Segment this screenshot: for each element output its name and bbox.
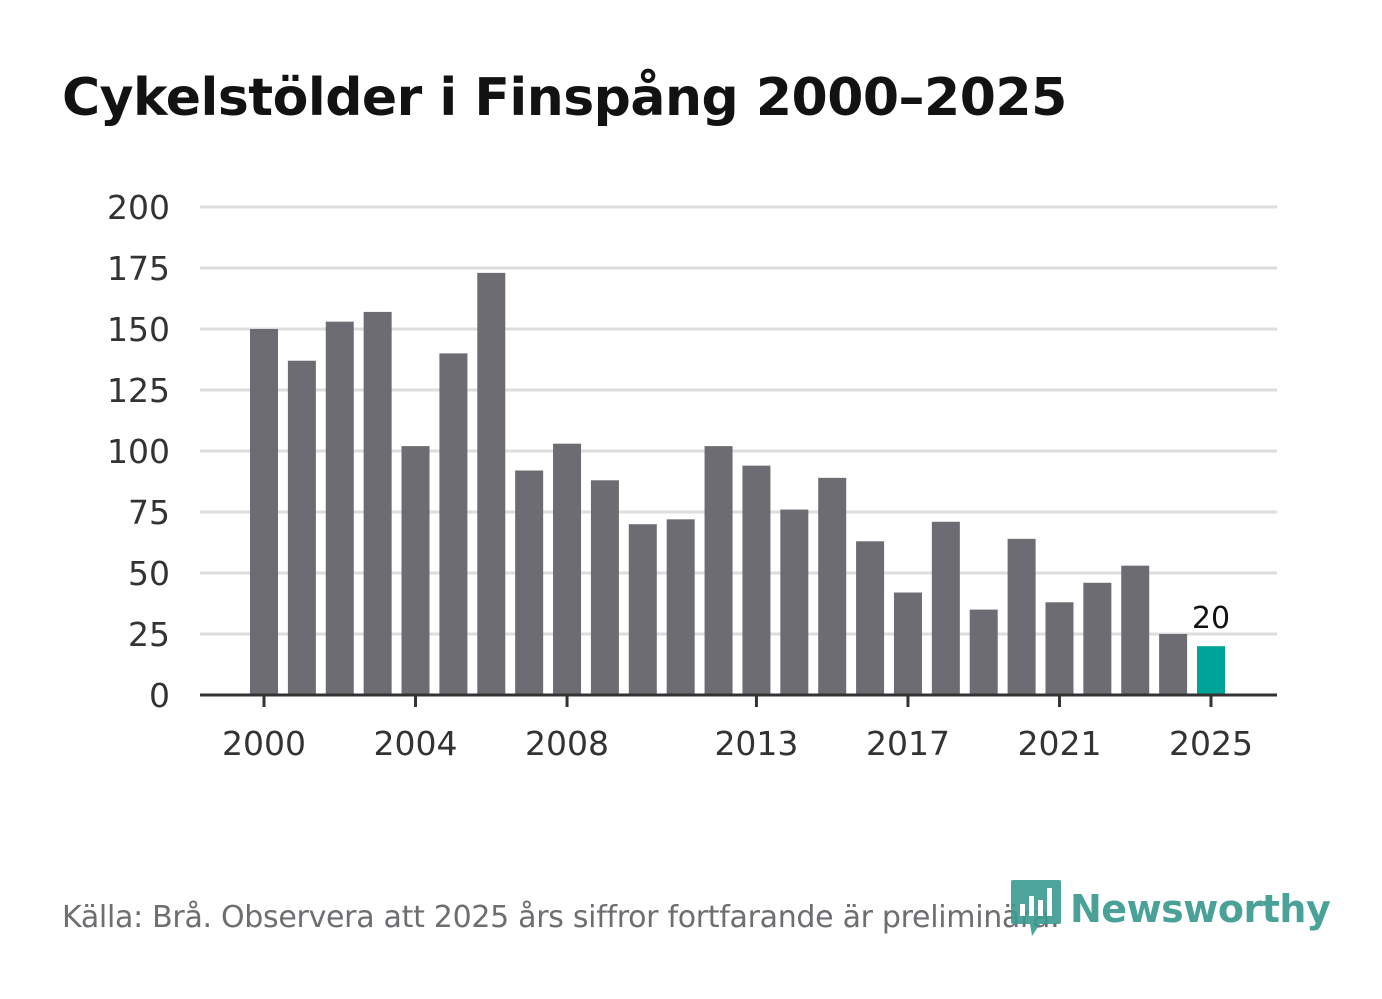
bar-2021 [1045, 602, 1074, 695]
x-tick-label: 2025 [1169, 724, 1253, 763]
bar-2017 [893, 592, 922, 695]
y-tick-label: 100 [107, 432, 170, 471]
bar-2012 [704, 446, 733, 695]
bar-2006 [477, 272, 506, 695]
y-tick-label: 125 [107, 371, 170, 410]
x-tick-label: 2013 [714, 724, 798, 763]
bar-2002 [325, 321, 354, 695]
y-tick-label: 75 [128, 493, 170, 532]
bar-2000 [250, 329, 278, 695]
bar-2019 [969, 609, 998, 695]
x-tick-label: 2021 [1017, 724, 1101, 763]
data-label-2025: 20 [1192, 601, 1230, 636]
bar-2015 [818, 477, 847, 695]
y-axis-tick-labels: 0 25 50 75 100 125 150 175 200 [107, 188, 170, 715]
y-tick-label: 50 [128, 554, 170, 593]
x-tick-label: 2004 [374, 724, 458, 763]
bar-2010 [628, 524, 657, 695]
bar-2011 [666, 519, 695, 695]
source-note: Källa: Brå. Observera att 2025 års siffr… [62, 900, 1060, 935]
bar-2004 [401, 446, 430, 695]
newsworthy-logo-icon [1011, 880, 1061, 936]
bar-2013 [742, 465, 771, 695]
bar-2009 [590, 480, 619, 695]
y-tick-label: 0 [149, 676, 170, 715]
bar-2024 [1159, 634, 1188, 695]
x-tick-label: 2000 [222, 724, 306, 763]
bar-2020 [1007, 538, 1036, 695]
data-labels: 20 [1192, 601, 1230, 636]
x-axis-tick-labels: 2000 2004 2008 2013 2017 2021 2025 [222, 695, 1253, 763]
bar-2005 [439, 353, 468, 695]
bar-2014 [780, 509, 809, 695]
logo-text: Newsworthy [1070, 887, 1331, 931]
bar-2008 [553, 443, 582, 695]
gridlines [200, 205, 1277, 636]
bar-2001 [287, 360, 316, 695]
newsworthy-logo: Newsworthy [1010, 878, 1331, 940]
y-tick-label: 200 [107, 188, 170, 227]
bar-2025 [1197, 646, 1225, 695]
x-tick-label: 2017 [866, 724, 950, 763]
bar-2018 [931, 521, 960, 695]
bars [250, 272, 1225, 695]
y-tick-label: 25 [128, 615, 170, 654]
y-tick-label: 150 [107, 310, 170, 349]
y-tick-label: 175 [107, 249, 170, 288]
bar-2022 [1083, 582, 1112, 695]
x-tick-label: 2008 [525, 724, 609, 763]
bar-2003 [363, 311, 392, 695]
chart-title: Cykelstölder i Finspång 2000–2025 [62, 68, 1067, 128]
bar-2023 [1121, 565, 1150, 695]
bar-2007 [515, 470, 544, 695]
bar-2016 [856, 541, 885, 695]
